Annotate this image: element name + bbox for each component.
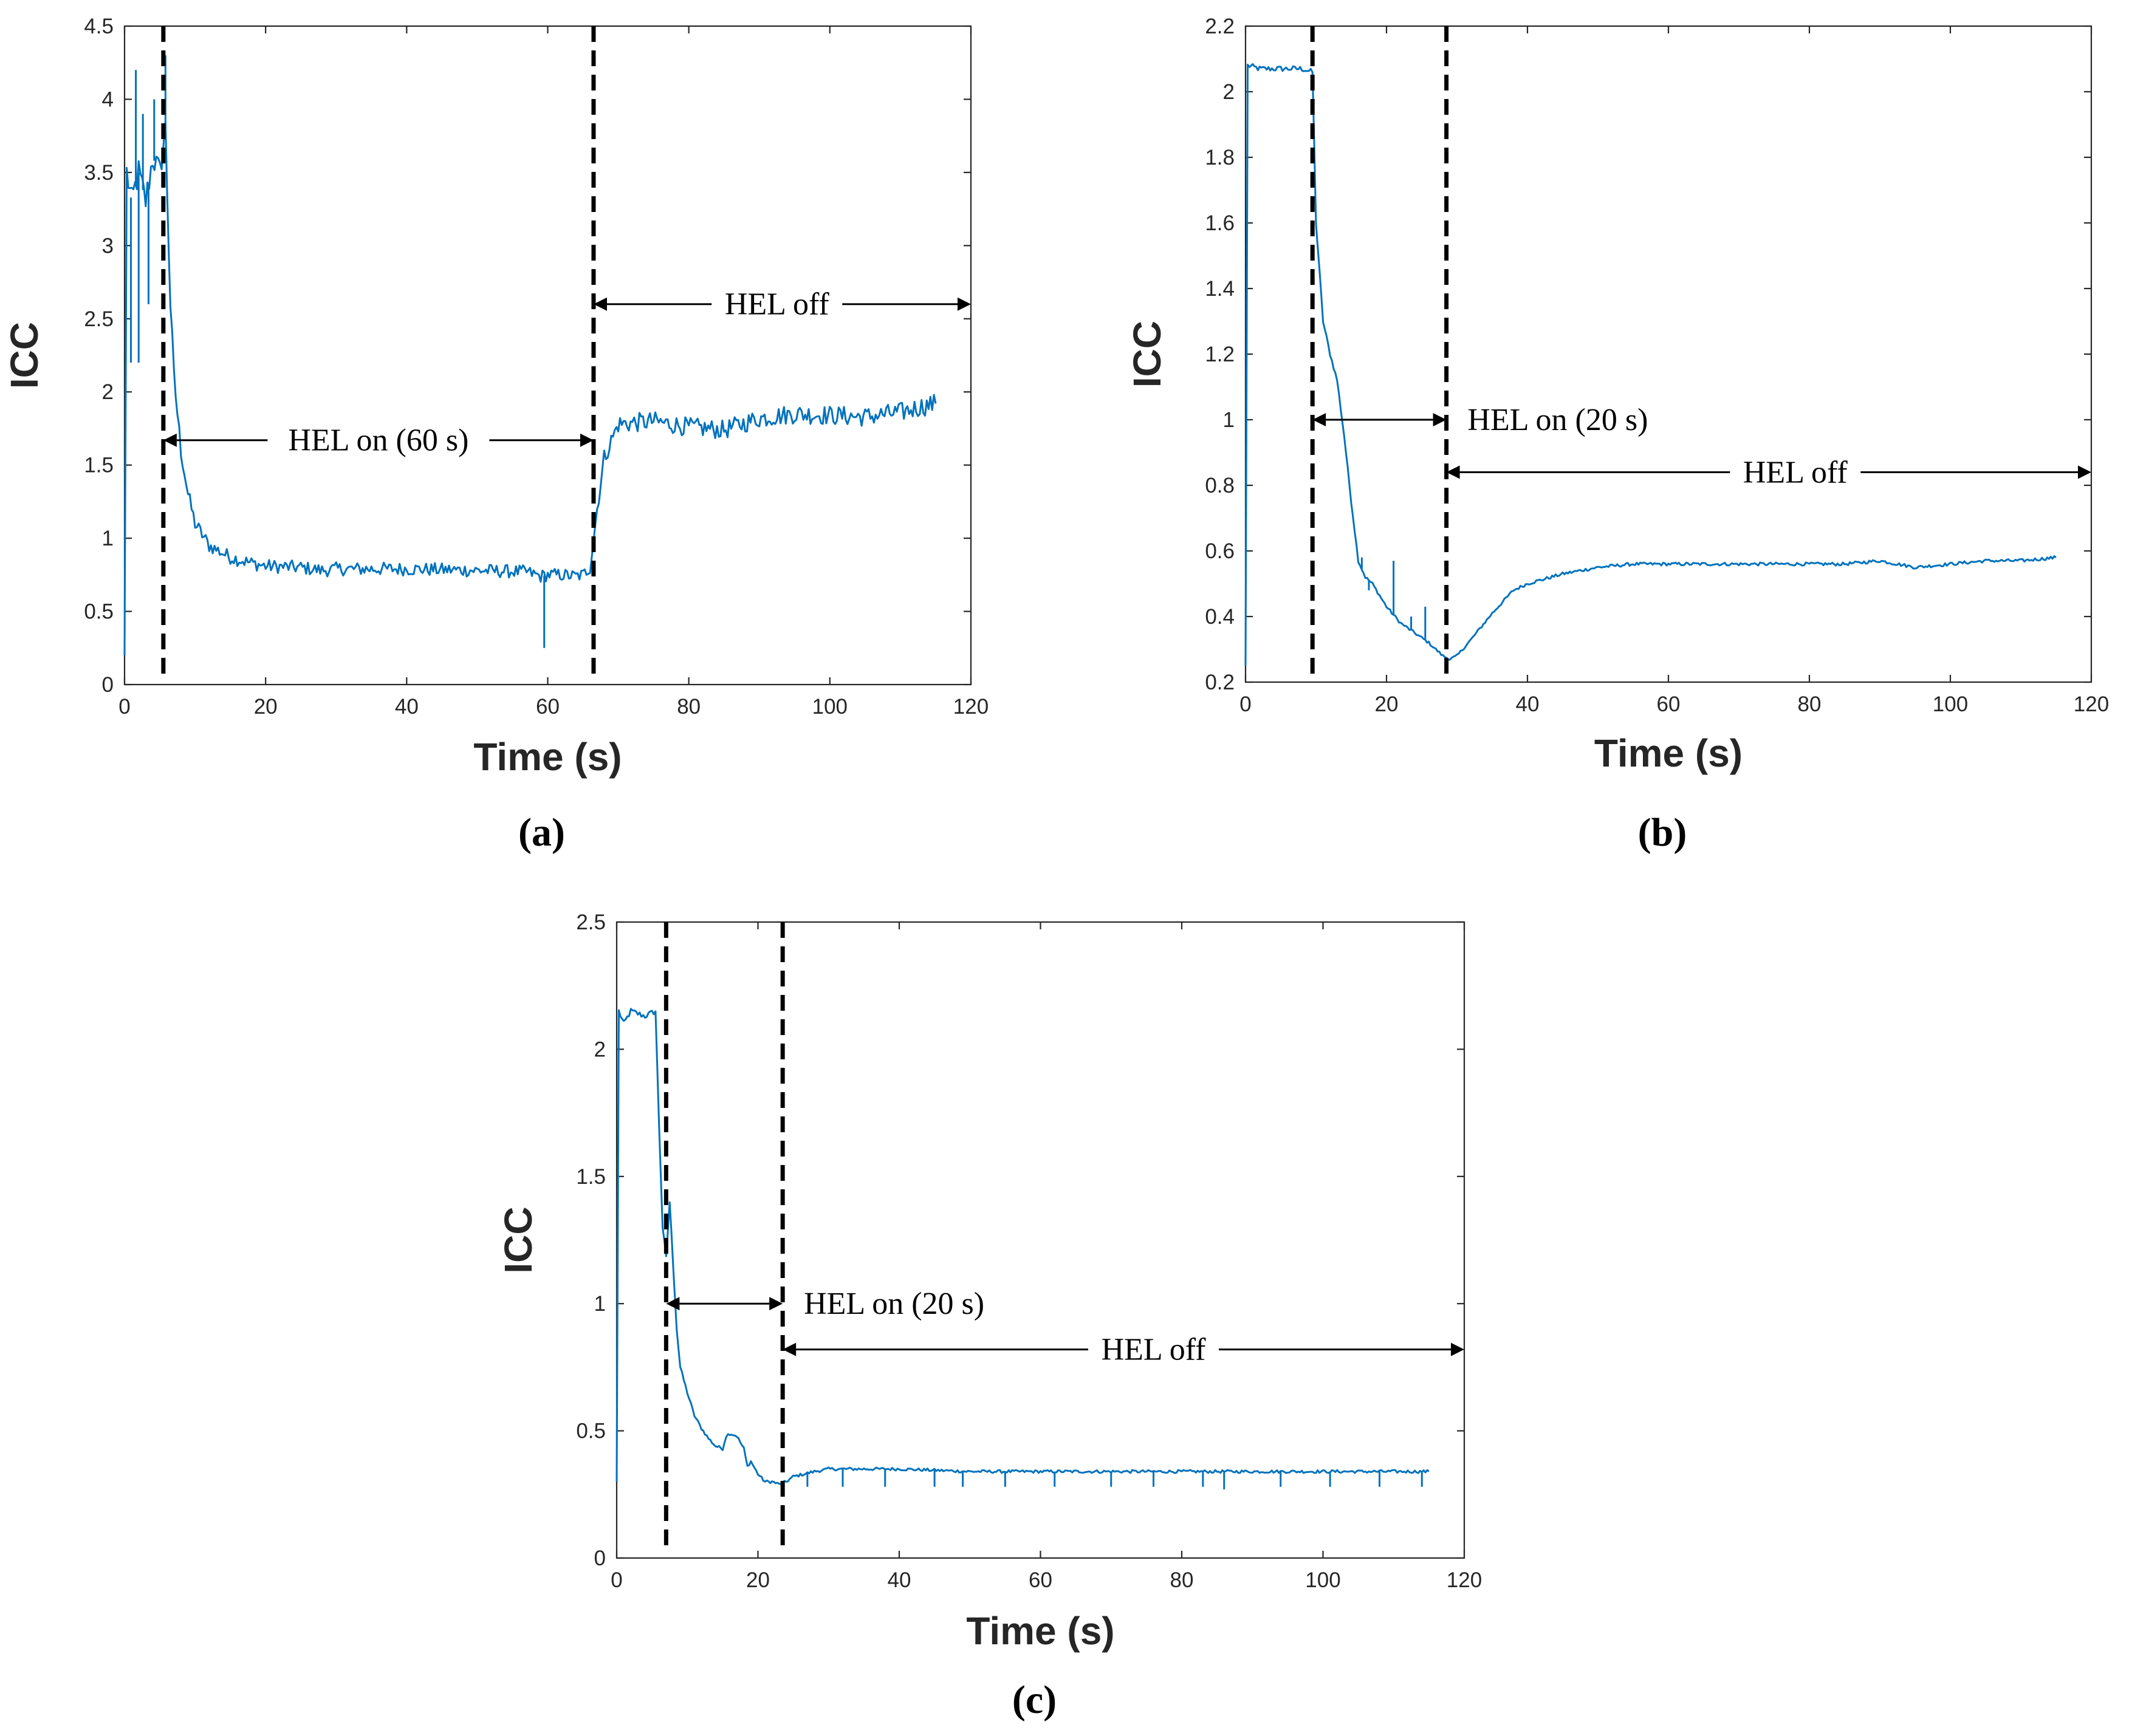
x-tick-label: 120 [2074,692,2109,716]
arrow-head-right [769,1297,783,1311]
panel-label: (a) [518,810,565,855]
arrow-head-right [2078,465,2091,479]
y-tick-label: 2.5 [84,307,114,331]
y-tick-label: 0 [102,673,114,697]
arrow-head-left [1312,413,1326,426]
annotation-label: HEL on (20 s) [804,1287,984,1321]
x-tick-label: 60 [1657,692,1681,716]
arrow-head-left [1446,465,1460,479]
panel-label: (b) [1638,810,1687,855]
y-tick-label: 1.6 [1205,211,1235,235]
y-tick-label: 2 [1223,80,1235,104]
y-tick-label: 1.5 [576,1165,606,1189]
x-tick-label: 20 [254,695,278,719]
y-axis-title: ICC [496,1206,540,1273]
y-tick-label: 0.4 [1205,605,1235,629]
x-tick-label: 40 [1516,692,1540,716]
x-tick-label: 120 [1447,1568,1482,1592]
y-tick-label: 0 [594,1546,606,1570]
y-tick-label: 2 [594,1037,606,1061]
arrow-head-left [666,1297,680,1311]
arrow-head-right [1451,1342,1464,1356]
y-tick-label: 2.5 [576,911,606,934]
y-tick-label: 1.4 [1205,277,1235,301]
y-axis-title: ICC [2,322,46,389]
y-tick-label: 1 [594,1292,606,1316]
annotation-label: HEL off [1743,455,1848,490]
x-tick-label: 40 [888,1568,911,1592]
y-tick-label: 4.5 [84,15,114,38]
x-axis-title: Time (s) [966,1609,1114,1653]
x-tick-label: 100 [812,695,848,719]
x-tick-label: 20 [746,1568,770,1592]
y-tick-label: 0.6 [1205,539,1235,563]
y-tick-label: 1.2 [1205,343,1235,366]
y-tick-label: 2 [102,380,114,404]
chart-panel-c: 0 20 40 60 80 100 120 0 0.5 1 1.5 2 2.5 HEL on (20 s)… [496,911,1482,1722]
plot-area [123,25,972,686]
x-axis-title: Time (s) [1594,731,1743,775]
y-tick-label: 0.5 [576,1420,606,1443]
chart-panel-b: 0 20 40 60 80 100 120 0.2 0.4 0.6 0.8 1 1.2 1.4 1.6 1.8… [1125,15,2109,855]
series-line-icc [1244,63,2057,666]
y-tick-label: 0.2 [1205,671,1235,694]
x-tick-label: 100 [1933,692,1968,716]
x-tick-label: 80 [1798,692,1822,716]
x-tick-label: 80 [677,695,701,719]
annotation-label: HEL off [725,287,830,322]
y-tick-label: 1 [1223,408,1235,432]
y-tick-label: 4 [102,87,114,111]
y-tick-label: 0.5 [84,600,114,624]
x-tick-label: 0 [611,1568,622,1592]
y-tick-label: 1 [102,527,114,550]
chart-panel-a: 0 20 40 60 80 100 120 0 0.5 1 1.5 2 2.5 3 3.5 4 4.5 HEL o… [2,15,989,855]
x-tick-label: 0 [118,695,130,719]
arrow-head-right [580,433,594,447]
arrow-head-right [1433,413,1447,426]
annotation-label: HEL on (20 s) [1467,403,1648,437]
y-tick-label: 3.5 [84,161,114,185]
x-tick-label: 120 [953,695,989,719]
arrow-head-left [593,297,607,311]
x-tick-label: 0 [1239,692,1251,716]
series-line-icc [615,1008,1430,1485]
arrow-head-left [783,1342,797,1356]
x-tick-label: 100 [1305,1568,1340,1592]
y-tick-label: 0.8 [1205,474,1235,497]
x-axis-title: Time (s) [473,735,622,779]
plot-area [615,921,1465,1559]
y-tick-label: 2.2 [1205,15,1235,38]
x-tick-label: 80 [1170,1568,1194,1592]
arrow-head-right [958,297,971,311]
y-axis-title: ICC [1125,321,1169,388]
x-tick-label: 60 [536,695,560,719]
y-tick-label: 3 [102,234,114,258]
y-tick-label: 1.8 [1205,146,1235,169]
y-tick-label: 1.5 [84,454,114,477]
series-line-icc [123,120,937,655]
annotation-label: HEL off [1102,1333,1207,1367]
x-tick-label: 40 [395,695,419,719]
annotation-label: HEL on (60 s) [288,423,468,458]
x-tick-label: 20 [1375,692,1399,716]
panel-label: (c) [1012,1678,1057,1722]
x-tick-label: 60 [1029,1568,1052,1592]
arrow-head-left [163,433,177,447]
